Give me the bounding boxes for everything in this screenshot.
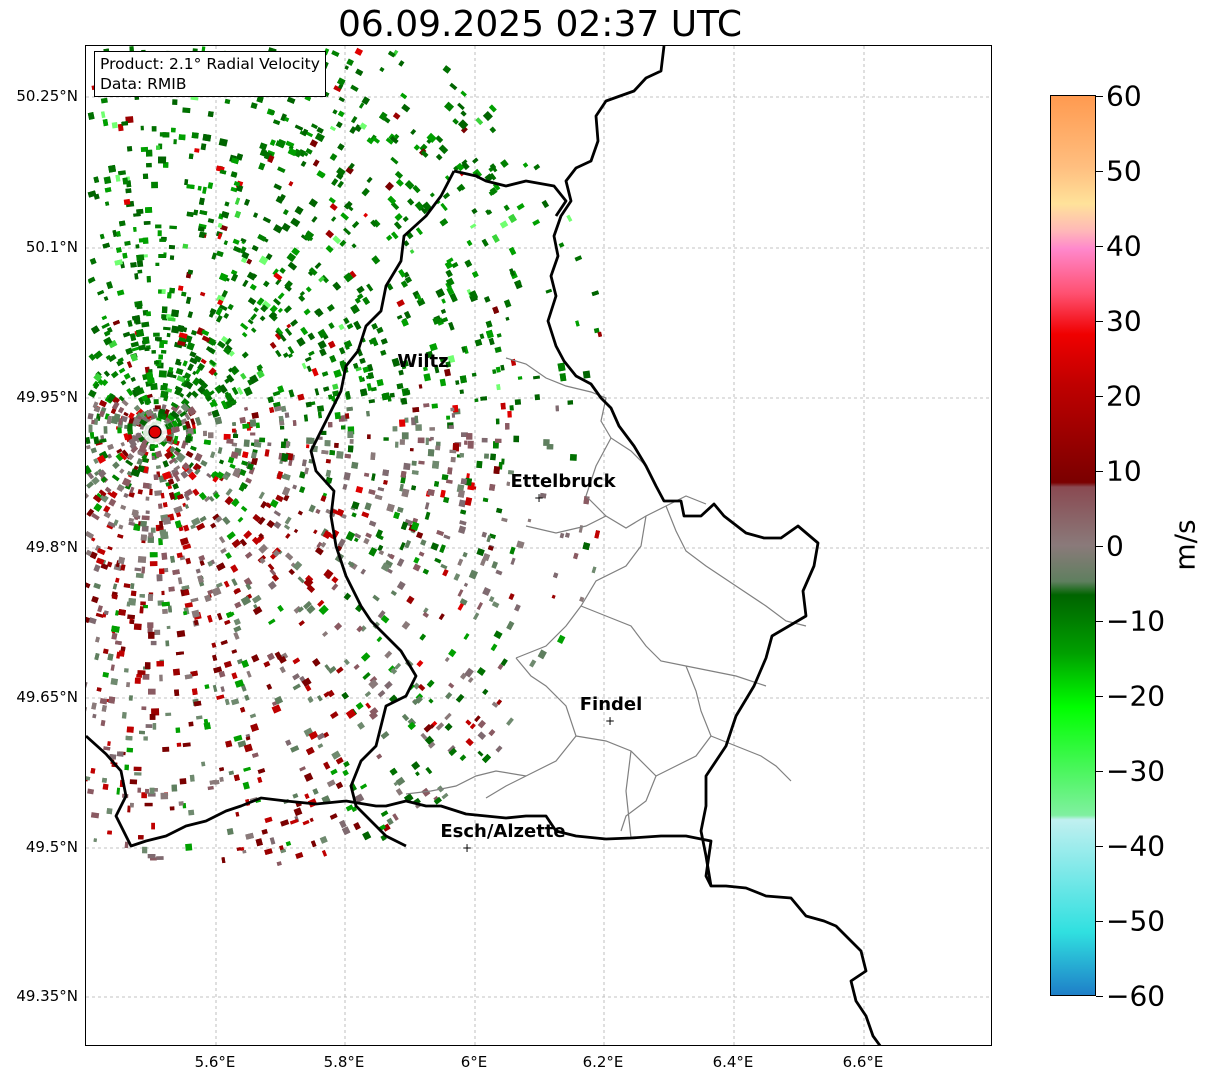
colorbar-tick-label: −40 <box>1106 829 1166 863</box>
lon-tick-label: 6.6°E <box>842 1053 884 1071</box>
colorbar-tick-label: −20 <box>1106 679 1166 713</box>
colorbar-tick-label: 60 <box>1106 79 1142 113</box>
colorbar-unit-label: m/s <box>1168 519 1202 571</box>
lon-tick-label: 5.8°E <box>323 1053 365 1071</box>
lat-tick-label: 49.8°N <box>25 538 78 556</box>
velocity-colorbar <box>1050 95 1096 996</box>
lat-tick-label: 50.25°N <box>16 87 78 105</box>
colorbar-tick-mark <box>1096 621 1103 622</box>
radar-site-marker <box>148 425 162 439</box>
colorbar-tick-label: −50 <box>1106 904 1166 938</box>
colorbar-tick-mark <box>1096 471 1103 472</box>
data-source-label: Data: RMIB <box>100 75 187 93</box>
canton-borders <box>405 357 807 839</box>
colorbar-tick-label: 0 <box>1106 529 1124 563</box>
colorbar-tick-label: −30 <box>1106 754 1166 788</box>
radar-echoes <box>86 46 603 866</box>
colorbar-tick-mark <box>1096 771 1103 772</box>
colorbar-tick-mark <box>1096 396 1103 397</box>
colorbar-tick-mark <box>1096 696 1103 697</box>
lon-tick-label: 5.6°E <box>194 1053 236 1071</box>
colorbar-tick-label: 20 <box>1106 379 1142 413</box>
lat-tick-label: 49.35°N <box>16 987 78 1005</box>
city-label-ettelbruck: Ettelbruck <box>510 471 616 492</box>
map-panel[interactable] <box>85 45 992 1046</box>
city-label-findel: Findel <box>579 694 643 715</box>
city-marker-findel: + <box>604 714 616 728</box>
lon-tick-label: 6.4°E <box>712 1053 754 1071</box>
colorbar-tick-label: −10 <box>1106 604 1166 638</box>
radar-map[interactable] <box>86 46 992 1046</box>
colorbar-tick-mark <box>1096 171 1103 172</box>
lat-tick-label: 50.1°N <box>25 238 78 256</box>
colorbar-tick-label: −60 <box>1106 979 1166 1013</box>
colorbar-tick-label: 40 <box>1106 229 1142 263</box>
city-marker-esch-alzette: + <box>461 841 473 855</box>
colorbar-tick-mark <box>1096 996 1103 997</box>
map-title: 06.09.2025 02:37 UTC <box>337 4 743 45</box>
colorbar-tick-mark <box>1096 921 1103 922</box>
lon-tick-label: 6°E <box>460 1053 488 1071</box>
colorbar-tick-mark <box>1096 321 1103 322</box>
lat-tick-label: 49.95°N <box>16 388 78 406</box>
city-label-wiltz: Wiltz <box>397 351 449 372</box>
colorbar-tick-mark <box>1096 96 1103 97</box>
colorbar-tick-mark <box>1096 246 1103 247</box>
city-marker-ettelbruck: + <box>533 491 545 505</box>
country-borders <box>86 46 882 1045</box>
product-label: Product: 2.1° Radial Velocity <box>100 55 320 73</box>
colorbar-tick-mark <box>1096 846 1103 847</box>
colorbar-tick-label: 30 <box>1106 304 1142 338</box>
product-info-box: Product: 2.1° Radial Velocity Data: RMIB <box>94 51 326 97</box>
lon-tick-label: 6.2°E <box>582 1053 624 1071</box>
colorbar-tick-label: 10 <box>1106 454 1142 488</box>
gridlines <box>86 46 991 1045</box>
colorbar-tick-mark <box>1096 546 1103 547</box>
city-label-esch-alzette: Esch/Alzette <box>440 821 566 842</box>
lat-tick-label: 49.65°N <box>16 688 78 706</box>
lat-tick-label: 49.5°N <box>25 838 78 856</box>
colorbar-tick-label: 50 <box>1106 154 1142 188</box>
